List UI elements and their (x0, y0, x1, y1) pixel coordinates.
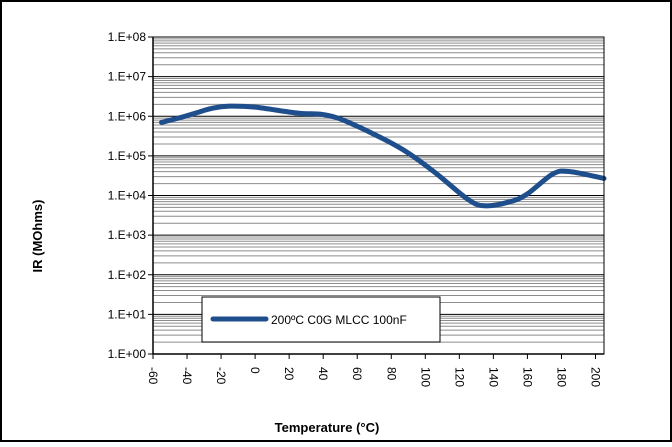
legend: 200ºC C0G MLCC 100nF (201, 296, 441, 343)
series-layer (159, 103, 607, 209)
x-tick-label: -20 (214, 367, 228, 385)
y-axis-title: IR (MOhms) (30, 200, 45, 273)
x-axis-title: Temperature (°C) (275, 420, 380, 435)
x-tick-label: 140 (486, 367, 500, 387)
x-tick-label: 160 (520, 367, 534, 387)
x-tick-label: 100 (418, 367, 432, 387)
x-tick-label: 20 (282, 367, 296, 381)
y-tick-label: 1.E+02 (108, 268, 147, 282)
y-tick-label: 1.E+05 (108, 149, 147, 163)
y-tick-label: 1.E+07 (108, 70, 147, 84)
x-tick-label: 180 (555, 367, 569, 387)
x-tick-label: -40 (180, 367, 194, 385)
y-tick-label: 1.E+00 (108, 347, 147, 361)
x-tick-label: 200 (589, 367, 603, 387)
legend-label: 200ºC C0G MLCC 100nF (271, 313, 407, 327)
x-tick-label: 120 (452, 367, 466, 387)
x-tick-label: 60 (350, 367, 364, 381)
y-tick-label: 1.E+03 (108, 228, 147, 242)
y-tick-label: 1.E+01 (108, 307, 147, 321)
axes-layer (148, 36, 605, 359)
x-tick-label: 40 (316, 367, 330, 381)
y-tick-labels: 1.E+00 1.E+01 1.E+02 1.E+03 1.E+04 1.E+05 1.E+… (108, 30, 147, 361)
x-tick-label: 0 (248, 367, 262, 374)
series-line-0 (159, 103, 607, 209)
x-tick-label: -60 (146, 367, 160, 385)
y-tick-label: 1.E+08 (108, 30, 147, 44)
y-tick-label: 1.E+06 (108, 109, 147, 123)
x-tick-labels: -60 -40 -20 0 20 40 60 80 100 120 140 160 180 200 (146, 367, 603, 387)
y-tick-label: 1.E+04 (108, 189, 147, 203)
x-tick-label: 80 (384, 367, 398, 381)
